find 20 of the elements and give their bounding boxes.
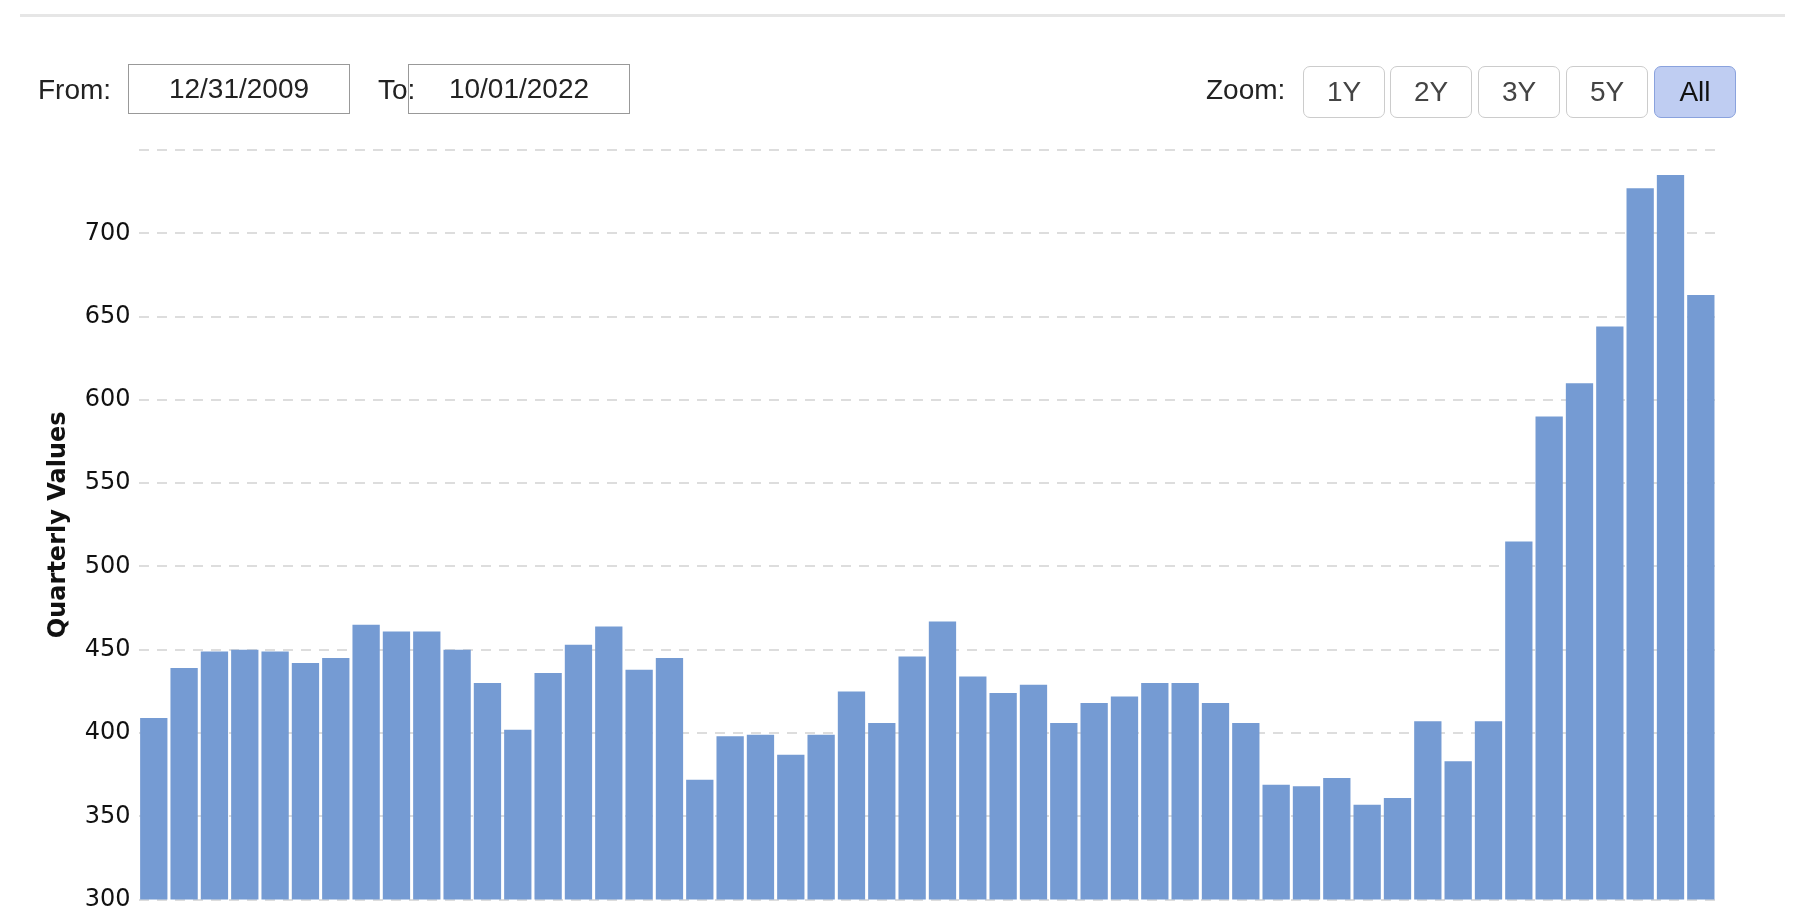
text: 3Y	[1478, 66, 1560, 118]
text: 5Y	[1566, 66, 1648, 118]
y-tick-label: 350	[84, 800, 131, 829]
y-tick-label: 300	[84, 883, 131, 912]
text: 2Y	[1390, 66, 1472, 118]
y-tick-label: 700	[84, 217, 131, 246]
text: 10/01/2022	[448, 73, 590, 104]
y-tick-label: 500	[84, 550, 131, 579]
y-tick-label: 650	[84, 300, 131, 329]
text: To:	[378, 74, 416, 106]
y-axis-title: Quarterly Values	[42, 411, 71, 639]
text: Zoom:	[1206, 74, 1286, 106]
y-tick-label: 400	[84, 717, 131, 746]
text: 1Y	[1303, 66, 1385, 118]
text: All	[1654, 66, 1736, 118]
y-tick-label: 550	[84, 467, 131, 496]
y-tick-label: 600	[84, 384, 131, 413]
text: From:	[38, 74, 112, 106]
y-tick-label: 450	[84, 633, 131, 662]
text: 12/31/2009	[128, 64, 350, 114]
